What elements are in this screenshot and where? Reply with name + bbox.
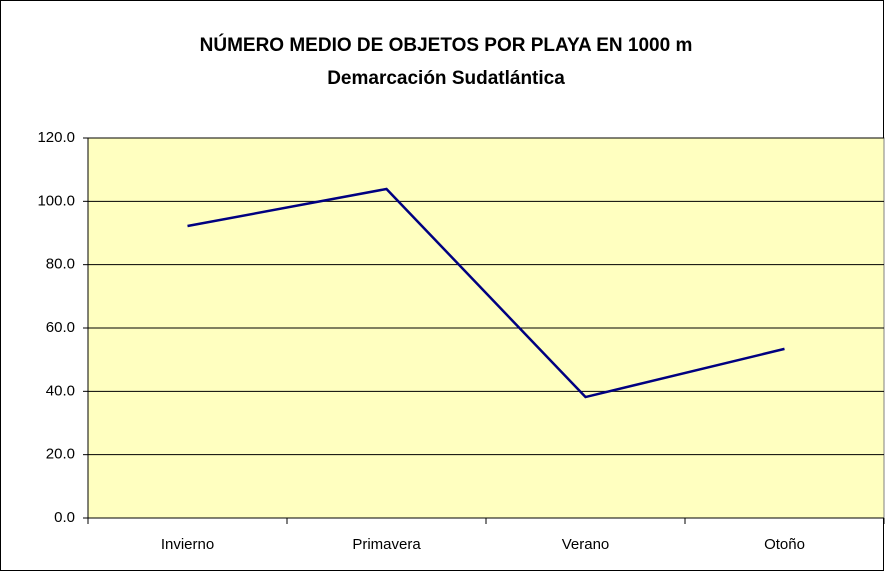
y-tick-label: 100.0 xyxy=(37,192,75,209)
y-tick-label: 20.0 xyxy=(46,446,75,463)
chart-subtitle: Demarcación Sudatlántica xyxy=(327,68,565,89)
x-tick-label: Invierno xyxy=(161,536,214,553)
y-tick-label: 60.0 xyxy=(46,319,75,336)
y-tick-label: 120.0 xyxy=(37,129,75,146)
y-tick-label: 40.0 xyxy=(46,382,75,399)
x-tick-label: Primavera xyxy=(352,536,421,553)
data-line xyxy=(187,187,785,399)
y-tick-label: 80.0 xyxy=(46,256,75,273)
chart-title: NÚMERO MEDIO DE OBJETOS POR PLAYA EN 100… xyxy=(200,34,693,56)
x-tick-label: Otoño xyxy=(764,536,805,553)
x-tick-label: Verano xyxy=(562,536,610,553)
y-tick-label: 0.0 xyxy=(54,509,75,526)
